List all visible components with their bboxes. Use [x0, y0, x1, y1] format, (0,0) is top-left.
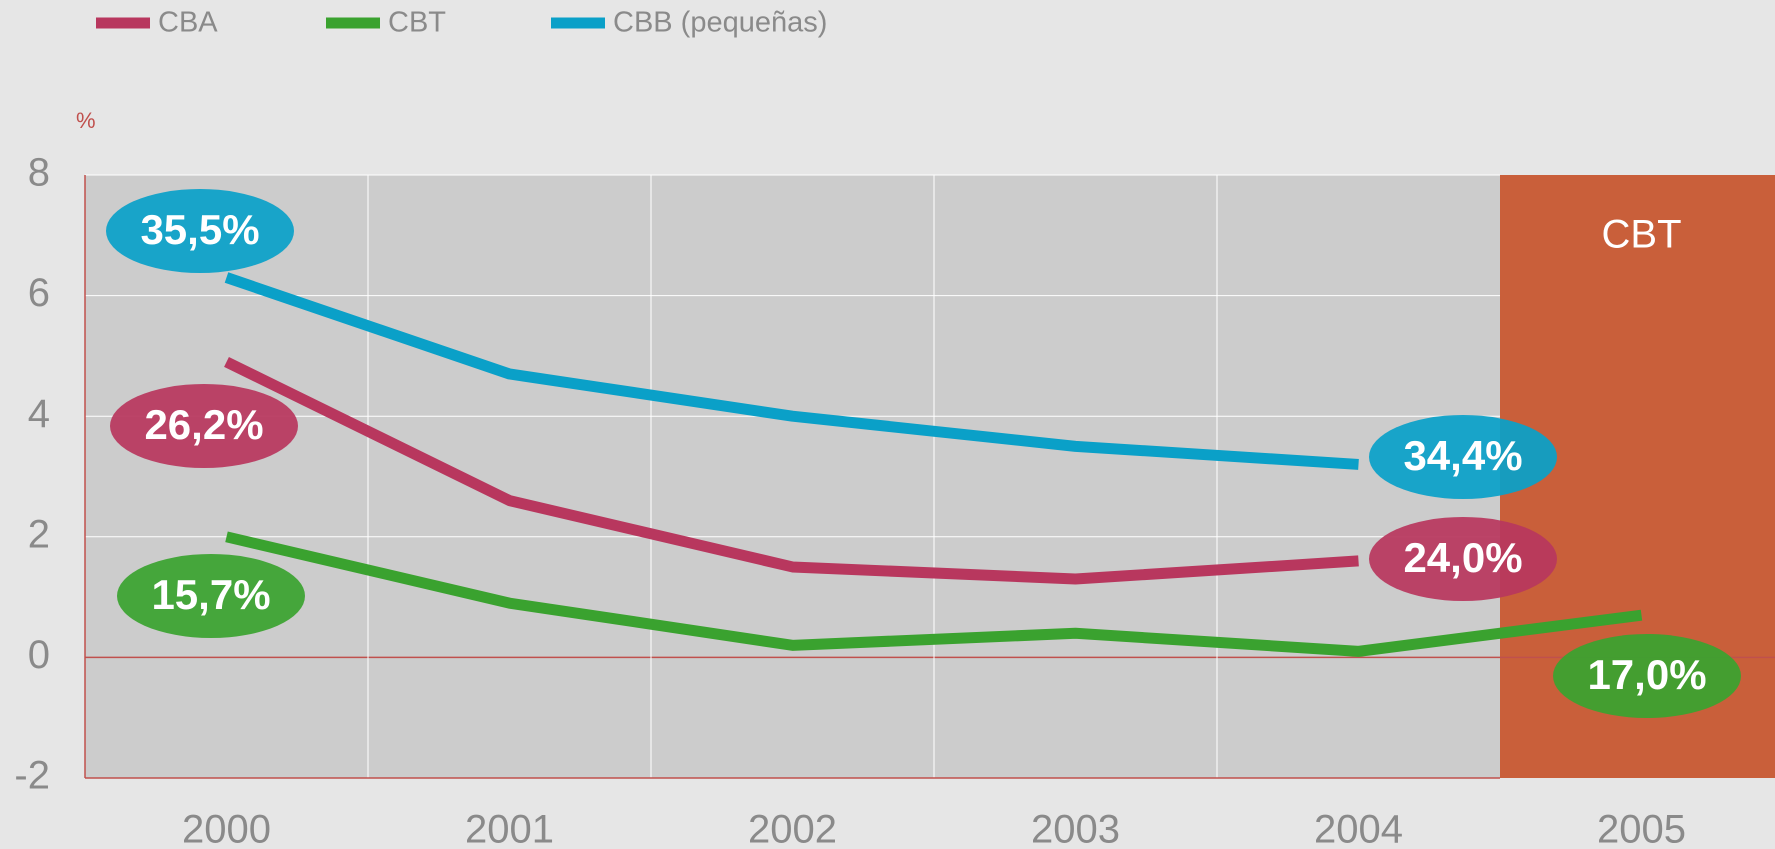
- annotation-label: 17,0%: [1587, 651, 1706, 698]
- series-line: [224, 356, 1359, 585]
- y-tick-label: 2: [28, 512, 50, 556]
- y-unit-label: %: [76, 108, 96, 133]
- annotation-bubble: [1369, 517, 1557, 601]
- highlight-label: CBT: [1602, 213, 1682, 257]
- y-tick-label: 6: [28, 271, 50, 315]
- y-tick-label: 0: [28, 633, 50, 677]
- x-tick-label: 2005: [1597, 808, 1686, 849]
- y-tick-label: -2: [14, 754, 50, 798]
- legend-label: CBB (pequeñas): [613, 7, 827, 39]
- annotation-bubble: [110, 384, 298, 468]
- annotation-label: 26,2%: [144, 401, 263, 448]
- annotation-bubble: [106, 189, 294, 273]
- x-tick-label: 2004: [1314, 808, 1403, 849]
- annotation-label: 15,7%: [151, 571, 270, 618]
- annotation-bubble: [1553, 634, 1741, 718]
- annotation-bubble: [117, 554, 305, 638]
- x-tick-label: 2002: [748, 808, 837, 849]
- x-tick-label: 2000: [182, 808, 271, 849]
- annotation-label: 34,4%: [1403, 432, 1522, 479]
- legend-label: CBA: [158, 7, 218, 39]
- x-tick-label: 2003: [1031, 808, 1120, 849]
- legend-label: CBT: [388, 7, 446, 39]
- series-line: [224, 272, 1359, 470]
- series-line: [225, 531, 1643, 657]
- annotation-bubble: [1369, 415, 1557, 499]
- annotation-label: 35,5%: [140, 206, 259, 253]
- y-tick-label: 8: [28, 151, 50, 195]
- annotation-label: 24,0%: [1403, 534, 1522, 581]
- y-tick-label: 4: [28, 392, 50, 436]
- x-tick-label: 2001: [465, 808, 554, 849]
